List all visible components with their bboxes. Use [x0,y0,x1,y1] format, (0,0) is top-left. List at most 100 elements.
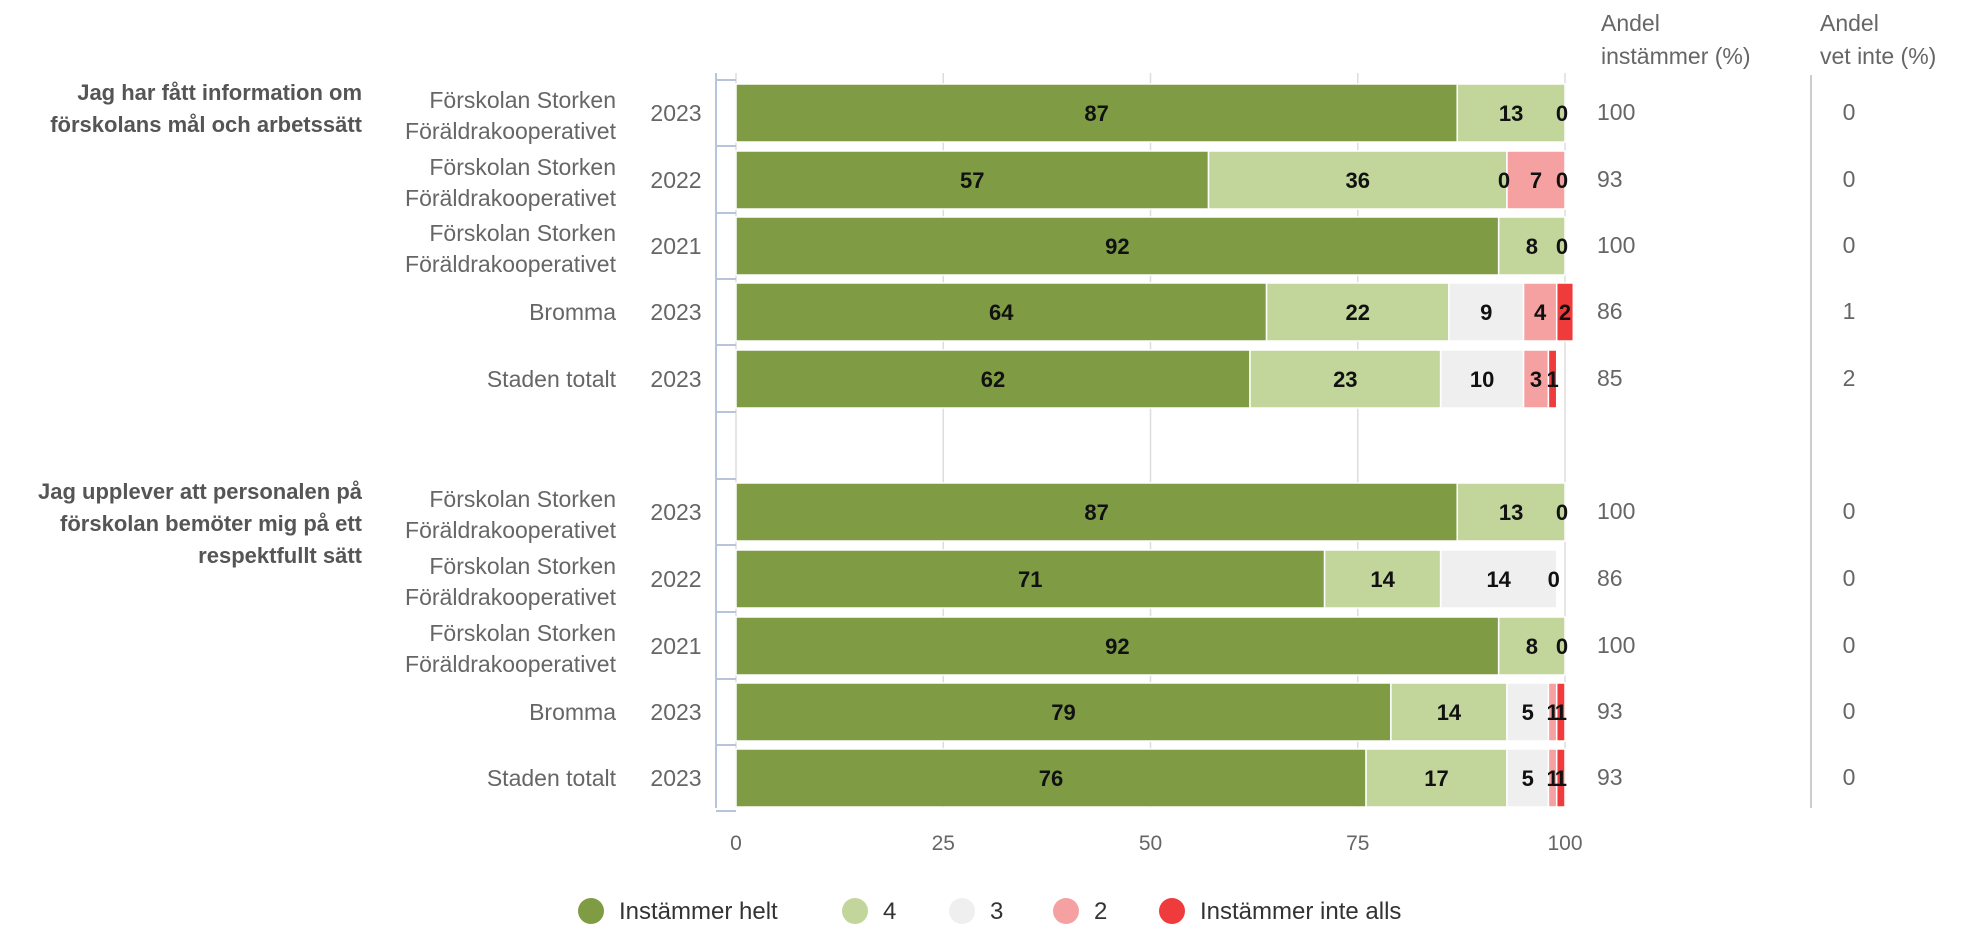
bar-segment [1547,349,1558,409]
data-label: 0 [1556,234,1568,259]
legend-marker [578,898,604,924]
share-agree-value: 100 [1597,632,1635,658]
data-label: 14 [1486,567,1511,592]
data-label: 0 [1548,567,1560,592]
data-label: 36 [1346,168,1370,193]
unit-label: Förskolan Storken Föräldrakooperativet [405,154,617,211]
bar-segment [735,83,1458,143]
bar-segment [1456,482,1566,542]
share-agree-value: 86 [1597,565,1623,591]
year-label: 2023 [650,299,701,325]
unit-label: Staden totalt [487,765,617,791]
data-label: 8 [1526,634,1538,659]
x-tick-label: 75 [1346,832,1369,855]
legend-label: 3 [990,898,1003,925]
legend-label: Instämmer helt [619,898,778,925]
bar-segment [735,282,1268,342]
data-label: 64 [989,300,1014,325]
data-label: 57 [960,168,984,193]
bar-segment [1439,549,1558,609]
data-label: 92 [1105,234,1129,259]
year-label: 2022 [650,167,701,193]
labels-layer: Andel instämmer (%) Andel vet inte (%) Jag h… [38,10,1936,791]
x-axis-ticks: 0 25 50 75 100 [730,832,1582,855]
question-label: Jag upplever att personalen på förskolan … [38,479,363,568]
data-label: 1 [1555,700,1567,725]
share-agree-value: 100 [1597,232,1635,258]
data-label: 5 [1522,766,1534,791]
x-tick-label: 25 [932,832,955,855]
bar-segment [1456,83,1566,143]
data-label: 1 [1546,367,1558,392]
data-label: 2 [1559,300,1571,325]
bar-segment [735,748,1367,808]
bar-segment [735,482,1458,542]
data-label: 79 [1051,700,1075,725]
data-label: 0 [1556,168,1568,193]
bar-segment [1506,682,1550,742]
data-label: 76 [1039,766,1063,791]
bar-segment [735,616,1500,676]
unit-label: Förskolan Storken Föräldrakooperativet [405,620,617,677]
bar-segment [1323,549,1442,609]
share-unknown-value: 0 [1843,498,1856,524]
data-label: 9 [1480,300,1492,325]
legend-item: 4 [842,898,896,925]
bar-segment [735,349,1251,409]
legend-marker [842,898,868,924]
year-label: 2021 [650,233,701,259]
data-label: 87 [1084,101,1108,126]
header-share-unknown: Andel vet inte (%) [1820,10,1936,69]
year-label: 2023 [650,100,701,126]
data-label: 10 [1470,367,1494,392]
year-label: 2022 [650,566,701,592]
data-label: 5 [1522,700,1534,725]
share-agree-value: 93 [1597,166,1623,192]
bar-segment [1249,349,1442,409]
category-axis [715,73,1812,812]
legend-label: 4 [883,898,896,925]
bar-segment [1497,616,1566,676]
share-unknown-value: 1 [1843,298,1856,324]
unit-label: Förskolan Storken Föräldrakooperativet [405,220,617,277]
share-agree-value: 93 [1597,698,1623,724]
share-agree-value: 100 [1597,99,1635,125]
data-label: 14 [1437,700,1462,725]
legend-item: Instämmer inte alls [1159,898,1401,925]
bar-segment [1555,682,1566,742]
data-label: 62 [981,367,1005,392]
data-label: 17 [1424,766,1448,791]
bar-segment [1448,282,1525,342]
year-label: 2023 [650,699,701,725]
bar-segment [1522,282,1558,342]
legend-item: 3 [949,898,1003,925]
bar-segment [1522,349,1550,409]
bar-segment [1265,282,1450,342]
legend-marker [1053,898,1079,924]
x-tick-label: 50 [1139,832,1162,855]
share-agree-value: 93 [1597,764,1623,790]
bar-segment [1365,748,1508,808]
legend-marker [949,898,975,924]
bar-segment [1555,748,1566,808]
bars-layer [735,83,1575,808]
legend-label: Instämmer inte alls [1200,898,1401,925]
year-label: 2023 [650,366,701,392]
legend: Instämmer helt 4 3 2 Instämmer inte alls [578,898,1401,925]
bar-segment [1506,748,1550,808]
legend-marker [1159,898,1185,924]
legend-label: 2 [1094,898,1107,925]
data-label: 0 [1498,168,1510,193]
data-label: 1 [1546,700,1558,725]
data-label: 13 [1499,101,1523,126]
x-tick-label: 100 [1547,832,1582,855]
data-label: 22 [1346,300,1370,325]
year-label: 2023 [650,765,701,791]
data-label: 92 [1105,634,1129,659]
share-agree-value: 86 [1597,298,1623,324]
bar-segment [1497,216,1566,276]
share-unknown-value: 2 [1843,365,1856,391]
data-label: 8 [1526,234,1538,259]
data-label: 13 [1499,500,1523,525]
